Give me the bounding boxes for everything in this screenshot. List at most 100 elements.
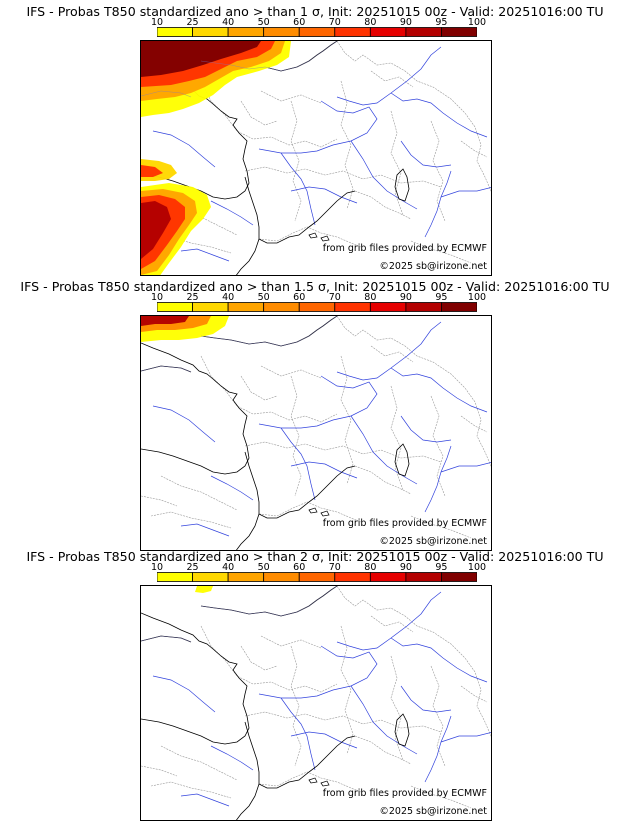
admin-border [160, 745, 238, 781]
admin-border [290, 100, 302, 222]
admin-border [354, 190, 412, 220]
river [180, 523, 230, 537]
river [280, 152, 316, 226]
colorbar-tick-label: 50 [257, 292, 270, 303]
river [290, 461, 358, 479]
river [390, 367, 488, 413]
colorbar-swatch [441, 302, 477, 312]
colorbar-swatch [369, 302, 407, 312]
admin-border [460, 415, 488, 433]
source-credit: from grib files provided by ECMWF [322, 518, 487, 529]
colorbar-swatch [192, 302, 229, 312]
admin-border [460, 685, 488, 703]
colorbar-swatch [263, 572, 300, 582]
colorbar-swatch [263, 27, 300, 37]
admin-border [370, 615, 414, 633]
admin-border [336, 41, 491, 193]
corsica-coast [394, 443, 410, 477]
river [400, 415, 452, 443]
colorbar [157, 572, 477, 582]
admin-border [240, 375, 278, 401]
colorbar-tick-label: 70 [328, 292, 341, 303]
coastline [141, 342, 250, 475]
probability-map: from grib files provided by ECMWF ©2025 … [140, 40, 492, 276]
colorbar-swatch [157, 302, 193, 312]
river [258, 375, 378, 429]
colorbar-tick-label: 100 [467, 562, 487, 573]
colorbar-tick-label: 100 [467, 17, 487, 28]
coastline-overlay [200, 41, 338, 72]
admin-border [290, 375, 302, 497]
admin-border [260, 90, 322, 104]
island-coast [308, 232, 318, 239]
copyright-credit: ©2025 sb@irizone.net [379, 806, 487, 817]
admin-border [244, 711, 442, 733]
river [424, 715, 452, 783]
admin-border [160, 475, 238, 511]
colorbar-swatch [369, 27, 407, 37]
coastline [200, 586, 338, 617]
river [258, 100, 378, 154]
admin-border [340, 625, 354, 755]
admin-border [150, 511, 232, 529]
colorbar-swatch [263, 302, 300, 312]
forecast-panel-2: IFS - Probas T850 standardized ano > tha… [0, 279, 630, 551]
river [424, 445, 452, 513]
forecast-panel-3: IFS - Probas T850 standardized ano > tha… [0, 549, 630, 821]
colorbar-tick-label: 80 [364, 562, 377, 573]
river [390, 637, 488, 683]
colorbar-tick-label: 70 [328, 17, 341, 28]
colorbar-ticks: 10 25 40 50 60 70 80 90 95 100 [151, 17, 486, 28]
source-credit: from grib files provided by ECMWF [322, 243, 487, 254]
colorbar-tick-label: 95 [435, 292, 448, 303]
colorbar-tick-label: 10 [150, 562, 164, 573]
river [210, 200, 254, 226]
colorbar-swatch [227, 572, 265, 582]
river [290, 186, 358, 204]
colorbar-swatch [441, 572, 477, 582]
colorbar-ticks: 10 25 40 50 60 70 80 90 95 100 [151, 292, 486, 303]
colorbar-ticks: 10 25 40 50 60 70 80 90 95 100 [151, 562, 486, 573]
admin-border [430, 395, 446, 497]
colorbar-tick-label: 90 [399, 292, 412, 303]
river [290, 731, 358, 749]
probability-area [141, 165, 163, 177]
colorbar-swatch [298, 302, 336, 312]
coastline [236, 176, 260, 275]
admin-border [200, 625, 338, 693]
admin-border [200, 355, 338, 423]
admin-border [244, 166, 442, 188]
admin-border [370, 70, 414, 88]
corsica-coast [394, 713, 410, 747]
admin-border [430, 665, 446, 767]
admin-border [340, 80, 354, 210]
probability-map: from grib files provided by ECMWF ©2025 … [140, 315, 492, 551]
colorbar-tick-label: 40 [222, 562, 235, 573]
coastline-overlay [141, 90, 192, 98]
colorbar-swatch [157, 572, 193, 582]
river [336, 46, 442, 106]
river [280, 427, 316, 501]
coastline [258, 190, 356, 244]
map-canvas [141, 586, 491, 820]
river [390, 92, 488, 138]
colorbar-swatch [298, 572, 336, 582]
colorbar-tick-label: 100 [467, 292, 487, 303]
colorbar-tick-label: 90 [399, 17, 412, 28]
probability-area [195, 586, 213, 593]
river [440, 187, 491, 198]
colorbar [157, 27, 477, 37]
colorbar-tick-label: 60 [293, 562, 306, 573]
coastline [141, 612, 250, 745]
river [440, 732, 491, 743]
colorbar-swatch [441, 27, 477, 37]
coastline [236, 721, 260, 820]
colorbar-tick-label: 40 [222, 17, 235, 28]
admin-border [240, 645, 278, 671]
coastline [258, 465, 356, 519]
panel-title: IFS - Probas T850 standardized ano > tha… [20, 279, 610, 294]
coastline-overlay [200, 586, 338, 617]
admin-border [260, 635, 322, 649]
panel-title: IFS - Probas T850 standardized ano > tha… [26, 549, 604, 564]
colorbar [157, 302, 477, 312]
